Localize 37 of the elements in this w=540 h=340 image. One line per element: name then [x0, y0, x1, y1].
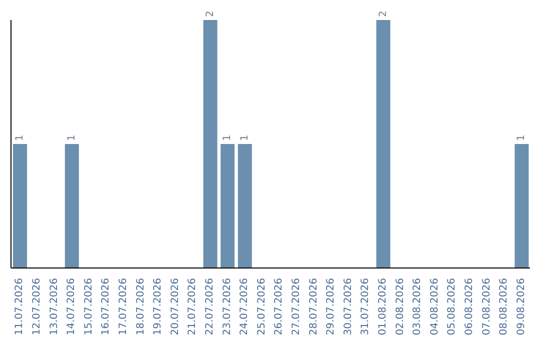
x-tick-label: 31.07.2026: [360, 278, 372, 336]
x-tick-label: 28.07.2026: [308, 278, 320, 336]
x-tick-label: 30.07.2026: [342, 278, 354, 336]
x-tick-label: 01.08.2026: [377, 278, 388, 336]
x-tick-label: 08.08.2026: [498, 278, 510, 336]
data-label: 1: [14, 134, 26, 141]
x-tick-label: 02.08.2026: [394, 278, 406, 336]
data-label: 1: [222, 134, 234, 141]
x-tick-label: 19.07.2026: [152, 278, 164, 336]
data-label: 2: [204, 10, 216, 17]
x-tick-label: 07.08.2026: [481, 278, 492, 336]
data-label: 1: [516, 134, 528, 141]
x-tick-label: 16.07.2026: [100, 278, 112, 336]
x-tick-label: 25.07.2026: [256, 278, 268, 336]
x-tick-label: 14.07.2026: [66, 278, 78, 336]
x-tick-label: 26.07.2026: [274, 278, 285, 336]
data-label: 2: [378, 10, 389, 17]
x-tick-label: 18.07.2026: [135, 278, 146, 336]
x-tick-label: 22.07.2026: [204, 278, 216, 336]
x-tick-label: 04.08.2026: [429, 278, 440, 336]
x-tick-label: 13.07.2026: [48, 278, 60, 336]
data-label: 1: [66, 134, 78, 141]
x-tick-label: 11.07.2026: [14, 278, 26, 336]
x-tick-label: 12.07.2026: [31, 278, 42, 336]
data-label: 1: [239, 134, 250, 141]
x-tick-label: 06.08.2026: [464, 278, 475, 336]
x-tick-label: 24.07.2026: [239, 278, 250, 336]
x-tick-label: 20.07.2026: [170, 278, 181, 336]
x-tick-label: 09.08.2026: [516, 278, 527, 336]
x-tick-label: 05.08.2026: [446, 278, 458, 336]
x-tick-label: 27.07.2026: [290, 278, 302, 336]
x-tick-label: 15.07.2026: [83, 278, 94, 336]
x-tick-label: 23.07.2026: [222, 278, 233, 336]
x-tick-label: 29.07.2026: [326, 278, 337, 336]
x-tick-label: 03.08.2026: [412, 278, 424, 336]
x-tick-label: 21.07.2026: [187, 278, 198, 336]
x-tick-label: 17.07.2026: [118, 278, 129, 336]
